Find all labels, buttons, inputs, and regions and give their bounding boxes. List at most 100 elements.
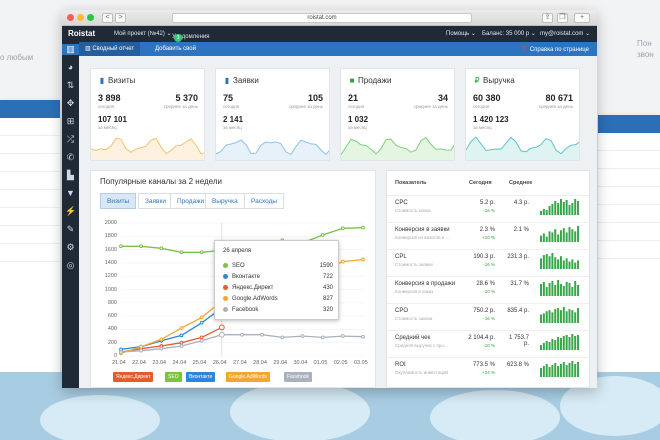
tooltip-row: Яндекс.Директ 430 <box>223 285 333 295</box>
sparkline-bar <box>554 201 557 215</box>
close-window-button[interactable] <box>67 14 74 21</box>
legend-item[interactable]: Facebook <box>284 372 312 382</box>
eye-off-icon[interactable]: ◎ <box>66 260 75 270</box>
x-tick-label: 02.05 <box>333 360 348 366</box>
target-icon[interactable]: ✥ <box>66 98 75 108</box>
data-point[interactable] <box>361 257 365 262</box>
channels-chart-panel: Популярные каналы за 2 недели Визиты Заяв… <box>90 170 376 388</box>
data-point[interactable] <box>361 334 365 339</box>
y-tick-label: 800 <box>107 299 117 306</box>
sitemap-icon[interactable]: ⊞ <box>66 116 75 126</box>
metric-average-value: 2.1 % <box>513 227 529 233</box>
data-point[interactable] <box>199 335 204 340</box>
data-point[interactable] <box>320 335 325 340</box>
new-tab-button[interactable]: + <box>574 13 590 23</box>
gear-icon[interactable]: ⚙ <box>66 242 75 252</box>
metric-average-value: 4.3 р. <box>513 200 529 206</box>
metric-row[interactable]: Конверсия в продажи Конверсия в заказ 28… <box>387 276 589 302</box>
kpi-card[interactable]: ▮ Визиты 3 898 сегодня 5 370 среднее за д… <box>90 68 205 161</box>
data-point[interactable] <box>240 332 244 337</box>
help-menu[interactable]: Помощь ⌄ <box>446 31 476 37</box>
data-point[interactable] <box>159 246 164 251</box>
sparkline-bar <box>565 258 568 269</box>
metric-row[interactable]: CPO Стоимость заказа 750.2 р. -16 % 835.… <box>387 303 589 329</box>
sort-icon[interactable]: ⇅ <box>66 80 75 90</box>
filter-icon[interactable]: ▼ <box>66 188 75 198</box>
sparkline-bar <box>551 281 554 296</box>
sparkline-bar <box>554 340 557 350</box>
wrench-icon[interactable]: ✎ <box>66 224 75 234</box>
sparkline-bar <box>542 343 545 350</box>
data-point[interactable] <box>199 250 204 255</box>
legend-item[interactable]: SEO <box>165 372 182 382</box>
bag-icon[interactable]: ▙ <box>67 170 74 180</box>
sparkline-bar <box>540 258 542 269</box>
pie-chart-icon[interactable]: ◕ <box>67 62 74 72</box>
data-point[interactable] <box>300 334 305 338</box>
address-bar[interactable]: roistat.com <box>172 13 472 23</box>
metric-delta: -10 % <box>483 289 495 294</box>
data-point[interactable] <box>119 350 123 354</box>
plug-icon[interactable]: ⚡ <box>65 206 77 216</box>
phone-icon[interactable]: ✆ <box>66 152 75 162</box>
metric-row[interactable]: CPL Стоимость заявки 190.3 р. -16 % 231.… <box>387 249 589 275</box>
metric-row[interactable]: Средний чек Средняя выручка с про... 2 1… <box>387 330 589 356</box>
data-point[interactable] <box>199 338 204 343</box>
data-point[interactable] <box>179 333 184 338</box>
data-point[interactable] <box>139 344 144 349</box>
notifications-count-badge: 3 <box>174 34 182 42</box>
sparkline-bar <box>554 229 557 242</box>
data-point[interactable] <box>119 244 123 249</box>
data-point[interactable] <box>199 320 204 325</box>
kpi-card[interactable]: ▮ Заявки 75 сегодня 105 среднее за день 2… <box>215 68 330 161</box>
sparkline-bar <box>540 314 542 323</box>
data-point[interactable] <box>280 335 285 340</box>
metric-today-value: 2.3 % <box>479 227 495 233</box>
data-point[interactable] <box>340 334 345 338</box>
user-menu[interactable]: my@roistat.com ⌄ <box>540 31 591 37</box>
project-selector[interactable]: Мой проект (№42) ⌄ <box>114 31 172 37</box>
data-point[interactable] <box>179 250 184 255</box>
data-point[interactable] <box>159 346 164 351</box>
metric-name: Конверсия в продажи <box>395 281 456 287</box>
kpi-card[interactable]: ₽ Выручка 60 380 сегодня 80 671 среднее з… <box>465 68 580 161</box>
data-point[interactable] <box>199 315 204 320</box>
tab-add-custom[interactable]: Добавить свой <box>155 46 196 52</box>
data-point[interactable] <box>340 259 345 264</box>
legend-item[interactable]: Google.AdWords <box>226 372 270 382</box>
data-point[interactable] <box>179 326 184 330</box>
data-point[interactable] <box>139 348 144 353</box>
data-point[interactable] <box>218 324 225 331</box>
data-point[interactable] <box>340 226 345 231</box>
kpi-card[interactable]: ■ Продажи 21 сегодня 34 среднее за день 1… <box>340 68 455 161</box>
legend-item[interactable]: Яндекс.Директ <box>113 372 154 382</box>
data-point[interactable] <box>320 233 325 237</box>
kpi-avg-value: 34 <box>437 93 448 103</box>
bar-chart-icon[interactable]: ▥ <box>62 44 79 55</box>
shuffle-icon[interactable]: ⤮ <box>66 134 75 144</box>
metric-row[interactable]: Конверсия в заявки Конверсия из визитов … <box>387 222 589 248</box>
tabs-icon[interactable]: ❐ <box>557 13 568 23</box>
y-tick-label: 200 <box>107 339 117 346</box>
data-point[interactable] <box>361 225 365 230</box>
legend-item[interactable]: Вконтакте <box>186 372 216 382</box>
data-point[interactable] <box>179 340 184 345</box>
balance-menu[interactable]: Баланс: 35 000 р ⌄ <box>482 31 536 37</box>
data-point[interactable] <box>218 331 225 338</box>
data-point[interactable] <box>260 332 265 337</box>
data-point[interactable] <box>159 337 164 342</box>
back-button[interactable]: < <box>102 13 113 23</box>
data-point[interactable] <box>139 244 144 249</box>
maximize-window-button[interactable] <box>87 14 94 21</box>
tab-summary-report[interactable]: ▥ Сводный отчет <box>79 42 141 56</box>
chart-tab[interactable]: Расходы <box>244 193 285 209</box>
minimize-window-button[interactable] <box>77 14 84 21</box>
metric-row[interactable]: ROI Окупаемость инвестиций 773.5 % +24 %… <box>387 357 589 383</box>
page-help-link[interactable]: ❓ Справка по странице <box>520 47 589 53</box>
chart-tab[interactable]: Визиты <box>100 193 137 209</box>
metric-row[interactable]: CPC Стоимость клика 5.2 р. -16 % 4.3 р. <box>387 195 589 221</box>
forward-button[interactable]: > <box>115 13 126 23</box>
data-point[interactable] <box>179 344 184 348</box>
share-icon[interactable]: ⇪ <box>542 13 553 23</box>
x-tick-label: 27.04 <box>233 360 247 366</box>
